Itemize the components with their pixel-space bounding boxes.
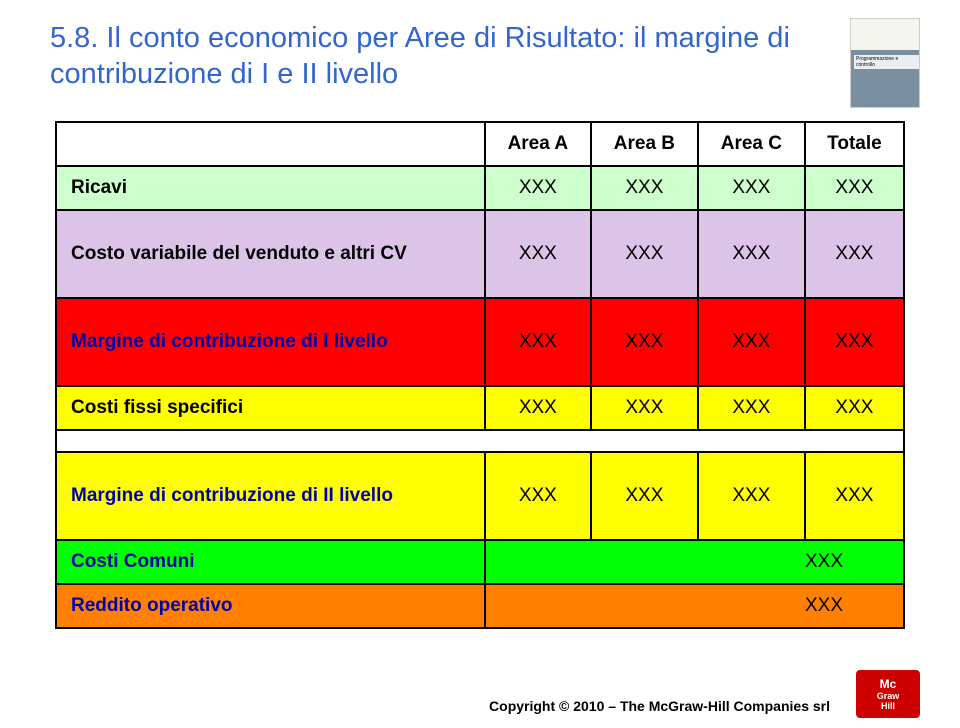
spacer-row: [56, 430, 904, 452]
cell-label: Ricavi: [56, 166, 485, 210]
header-area-b: Area B: [591, 122, 698, 166]
header-totale: Totale: [805, 122, 904, 166]
data-table: Area A Area B Area C Totale Ricavi XXX X…: [55, 121, 905, 629]
page-title: 5.8. Il conto economico per Aree di Risu…: [50, 20, 790, 93]
mcgraw-hill-logo: Mc Graw Hill: [856, 670, 920, 718]
cell-b: XXX: [591, 210, 698, 298]
row-ricavi: Ricavi XXX XXX XXX XXX: [56, 166, 904, 210]
cell-a: XXX: [485, 166, 591, 210]
cell-a: XXX: [485, 298, 591, 386]
cell-label: Costi fissi specifici: [56, 386, 485, 430]
cell-c: XXX: [698, 452, 805, 540]
logo-mid: Graw: [877, 691, 900, 701]
cell-b: XXX: [591, 166, 698, 210]
row-costi-comuni: Costi Comuni XXX: [56, 540, 904, 584]
row-costi-fissi-specifici: Costi fissi specifici XXX XXX XXX XXX: [56, 386, 904, 430]
cell-c: XXX: [698, 166, 805, 210]
cell-c: XXX: [698, 298, 805, 386]
row-costo-variabile: Costo variabile del venduto e altri CV X…: [56, 210, 904, 298]
row-margine-2: Margine di contribuzione di II livello X…: [56, 452, 904, 540]
cell-label: Reddito operativo: [56, 584, 485, 628]
cell-span-value: XXX: [485, 540, 904, 584]
cell-b: XXX: [591, 298, 698, 386]
cell-label: Margine di contribuzione di II livello: [56, 452, 485, 540]
cell-a: XXX: [485, 452, 591, 540]
header-area-c: Area C: [698, 122, 805, 166]
cell-label: Costi Comuni: [56, 540, 485, 584]
row-margine-1: Margine di contribuzione di I livello XX…: [56, 298, 904, 386]
cell-span-value: XXX: [485, 584, 904, 628]
header-blank: [56, 122, 485, 166]
cell-t: XXX: [805, 210, 904, 298]
cell-label: Costo variabile del venduto e altri CV: [56, 210, 485, 298]
row-reddito-operativo: Reddito operativo XXX: [56, 584, 904, 628]
book-thumbnail: Programmazione e controllo: [850, 18, 920, 108]
logo-bot: Hill: [881, 701, 895, 711]
cell-label: Margine di contribuzione di I livello: [56, 298, 485, 386]
cell-b: XXX: [591, 452, 698, 540]
cell-b: XXX: [591, 386, 698, 430]
cell-t: XXX: [805, 386, 904, 430]
copyright-text: Copyright © 2010 – The McGraw-Hill Compa…: [489, 698, 830, 714]
header-row: Area A Area B Area C Totale: [56, 122, 904, 166]
cell-t: XXX: [805, 166, 904, 210]
cell-c: XXX: [698, 210, 805, 298]
cell-a: XXX: [485, 386, 591, 430]
header-area-a: Area A: [485, 122, 591, 166]
spacer-cell: [56, 430, 904, 452]
slide: Programmazione e controllo 5.8. Il conto…: [0, 0, 960, 728]
cell-a: XXX: [485, 210, 591, 298]
cell-c: XXX: [698, 386, 805, 430]
logo-top: Mc: [880, 677, 897, 691]
book-title: Programmazione e controllo: [854, 55, 919, 69]
cell-t: XXX: [805, 298, 904, 386]
cell-t: XXX: [805, 452, 904, 540]
